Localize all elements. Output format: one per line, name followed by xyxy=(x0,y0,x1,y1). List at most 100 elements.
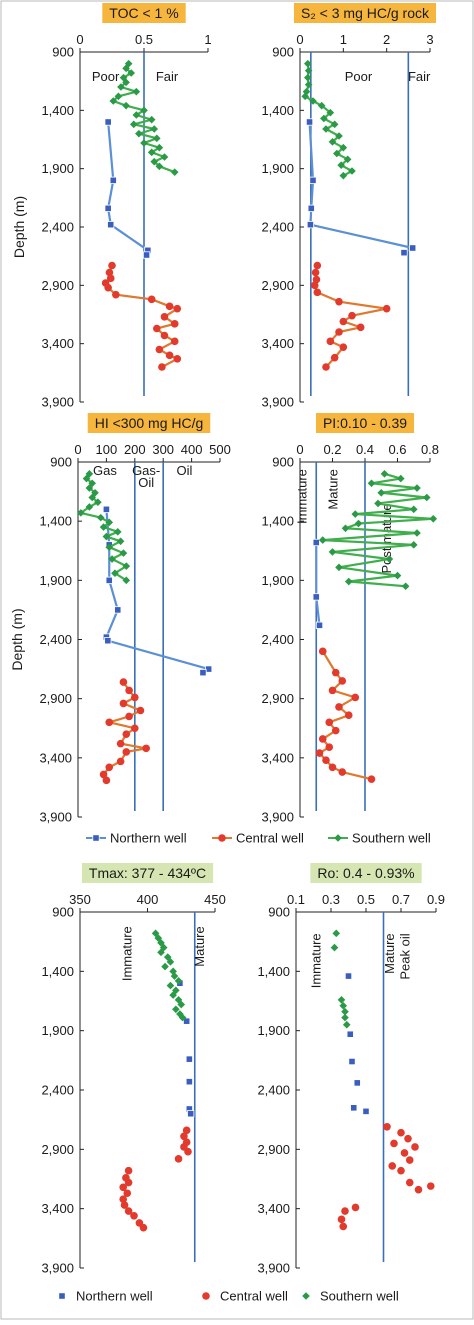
chart-title-box: HI <300 mg HC/g xyxy=(87,413,211,433)
data-point-southern xyxy=(170,972,179,980)
data-point-southern xyxy=(147,115,156,124)
data-point-southern xyxy=(374,499,382,508)
series-southern-well xyxy=(301,59,356,180)
legend-label: Southern well xyxy=(352,831,431,846)
legend-item-northern-well: Northern well xyxy=(58,1289,153,1304)
data-point-southern xyxy=(166,981,175,990)
data-point-northern xyxy=(104,204,112,212)
series-northern-well xyxy=(104,118,152,259)
chart-title: TOC < 1 % xyxy=(109,5,178,21)
y-tick-label: 900 xyxy=(52,45,74,60)
zone-label: Gas- xyxy=(132,463,160,478)
data-point-southern xyxy=(132,111,141,119)
data-point-southern xyxy=(339,143,348,152)
y-tick-label: 1,900 xyxy=(39,573,72,588)
data-point-central xyxy=(404,1134,412,1143)
legend-marker xyxy=(218,834,226,842)
data-point-southern xyxy=(172,1005,180,1014)
chart-title-background xyxy=(315,413,415,433)
data-point-central xyxy=(325,743,334,751)
x-tick-label: 0 xyxy=(74,442,81,457)
y-tick-label: 3,900 xyxy=(257,1261,290,1276)
data-point-southern xyxy=(94,498,102,507)
legend-marker xyxy=(334,834,342,842)
legend-label: Northern well xyxy=(76,1289,153,1304)
data-point-southern xyxy=(102,532,111,541)
data-point-southern xyxy=(328,138,337,146)
data-point-central xyxy=(335,703,343,711)
data-point-central xyxy=(339,317,348,326)
x-tick-label: 0 xyxy=(76,32,83,47)
data-point-central xyxy=(331,668,340,677)
data-point-northern xyxy=(104,118,112,126)
data-point-central xyxy=(165,351,174,360)
y-axis-label: Depth (m) xyxy=(9,608,25,670)
data-point-central xyxy=(335,297,343,306)
data-point-central xyxy=(102,776,111,785)
data-point-central xyxy=(153,324,161,333)
data-point-central xyxy=(119,699,128,708)
data-point-northern xyxy=(362,1107,370,1115)
y-tick-label: 3,900 xyxy=(41,395,74,410)
x-tick-label: 2 xyxy=(383,32,390,47)
legend-label: Northern well xyxy=(110,831,187,846)
legend-marker xyxy=(58,1292,66,1300)
data-point-central xyxy=(160,331,169,340)
data-point-southern xyxy=(330,120,339,129)
data-point-central xyxy=(426,1182,435,1190)
data-point-southern xyxy=(328,548,337,556)
y-tick-label: 1,400 xyxy=(41,964,74,979)
data-point-southern xyxy=(85,484,94,492)
data-point-southern xyxy=(317,101,326,110)
chart-panel-4: PI:0.10 - 0.39 0 0.2 0.4 0.6 0.8 900 1,400 1,900… xyxy=(261,413,439,825)
data-point-central xyxy=(335,328,343,336)
data-point-northern xyxy=(199,669,207,677)
data-point-northern xyxy=(107,221,115,229)
y-tick-label: 1,900 xyxy=(257,1023,290,1038)
y-tick-label: 2,900 xyxy=(261,691,294,706)
data-point-southern xyxy=(169,991,177,999)
y-tick-label: 1,400 xyxy=(261,103,294,118)
zone-label: Poor xyxy=(345,69,373,84)
x-tick-label: 300 xyxy=(152,442,174,457)
data-point-southern xyxy=(174,977,183,985)
data-point-southern xyxy=(166,958,175,966)
data-point-northern xyxy=(187,1110,195,1118)
data-point-southern xyxy=(304,59,312,68)
x-tick-label: 400 xyxy=(137,892,159,907)
zone-label: Mature xyxy=(325,469,340,509)
y-axis-label: Depth (m) xyxy=(11,196,27,258)
data-point-central xyxy=(116,739,125,748)
data-point-southern xyxy=(91,488,99,497)
data-point-central xyxy=(411,1143,419,1151)
x-tick-label: 100 xyxy=(96,442,118,457)
data-point-northern xyxy=(346,1030,354,1038)
data-point-central xyxy=(123,1189,132,1198)
data-point-southern xyxy=(337,161,345,169)
data-point-southern xyxy=(77,509,85,517)
data-point-central xyxy=(105,718,114,727)
chart-title-background xyxy=(102,3,186,23)
data-point-southern xyxy=(119,549,128,557)
series-central-well xyxy=(315,647,376,783)
data-point-central xyxy=(124,1178,133,1187)
series-southern-well xyxy=(330,929,351,1029)
zone-label: Fair xyxy=(156,69,179,84)
series-central-well xyxy=(310,261,391,371)
zone-label: Fair xyxy=(408,69,431,84)
data-point-northern xyxy=(348,1057,356,1066)
series-line-central xyxy=(318,650,372,781)
data-point-southern xyxy=(159,943,168,952)
y-tick-label: 2,400 xyxy=(39,632,72,647)
data-point-southern xyxy=(169,967,177,976)
data-point-central xyxy=(130,1211,138,1220)
data-point-central xyxy=(397,1166,405,1175)
x-tick-label: 0.4 xyxy=(356,442,374,457)
data-point-southern xyxy=(339,1001,348,1010)
data-point-central xyxy=(312,275,321,284)
chart-title-background xyxy=(310,863,422,883)
y-tick-label: 3,400 xyxy=(257,1201,290,1216)
data-point-southern xyxy=(341,524,350,533)
